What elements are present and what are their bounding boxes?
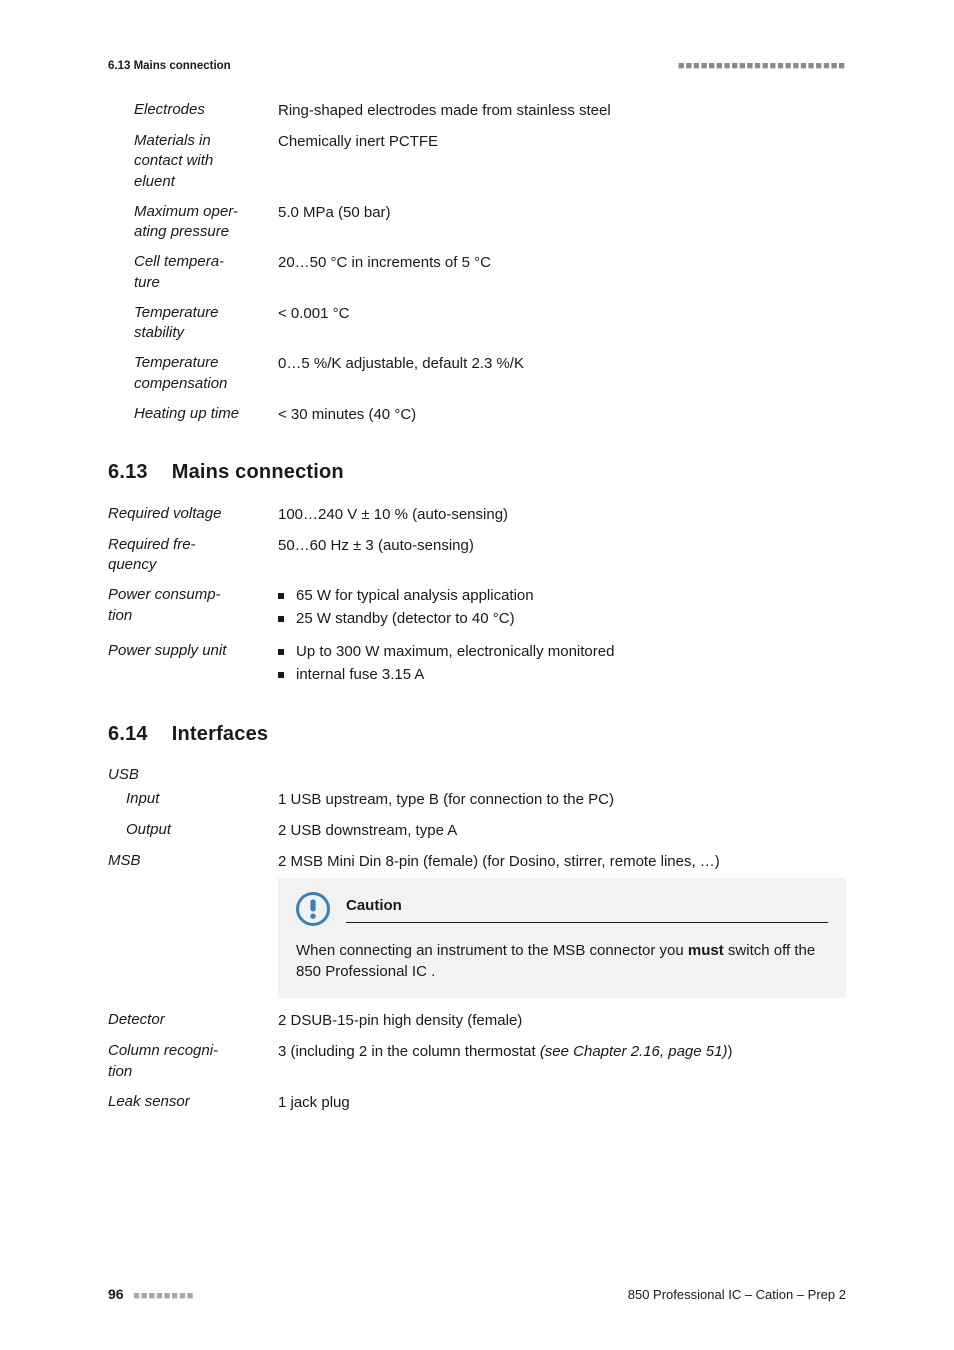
footer-doc-title: 850 Professional IC – Cation – Prep 2 [628,1287,846,1302]
spec-value: 100…240 V ± 10 % (auto-sensing) [278,504,846,525]
spec-label: MSB [108,851,278,871]
warning-icon [296,892,330,926]
section-title: Mains connection [172,461,344,484]
section-title: Interfaces [172,723,269,746]
spec-row: Power supply unitUp to 300 W maximum, el… [108,641,846,687]
bullet-item: 65 W for typical analysis application [278,585,846,606]
spec-value: 2 USB downstream, type A [278,820,846,841]
caution-box: Caution When connecting an instrument to… [278,878,846,998]
spec-label: Output [108,820,278,840]
section-heading-614: 6.14 Interfaces [108,723,846,746]
spec-row: Required voltage100…240 V ± 10 % (auto-s… [108,504,846,525]
section-number: 6.14 [108,723,148,746]
spec-label: Heating up time [134,404,278,424]
spec-label: Power consump-tion [108,585,278,626]
spec-table-continuation: ElectrodesRing-shaped electrodes made fr… [134,100,846,425]
spec-label: Maximum oper-ating pressure [134,202,278,243]
caution-title-wrap: Caution [346,895,828,923]
spec-table-mains: Required voltage100…240 V ± 10 % (auto-s… [108,504,846,688]
caution-title: Caution [346,897,402,914]
header-ticks: ■■■■■■■■■■■■■■■■■■■■■■ [678,60,846,72]
spec-value: < 30 minutes (40 °C) [278,404,846,425]
spec-label: Cell tempera-ture [134,252,278,293]
spec-value: 1 jack plug [278,1092,846,1113]
header-section-text: 6.13 Mains connection [108,60,231,72]
usb-subheading: USB [108,766,846,783]
spec-value: 20…50 °C in increments of 5 °C [278,252,846,273]
bullet-list: 65 W for typical analysis application25 … [278,585,846,629]
spec-label: Power supply unit [108,641,278,661]
bullet-list: Up to 300 W maximum, electronically moni… [278,641,846,685]
section-number: 6.13 [108,461,148,484]
footer-ticks: ■■■■■■■■ [133,1290,194,1302]
spec-label: Materials incontact witheluent [134,131,278,192]
spec-row: ElectrodesRing-shaped electrodes made fr… [134,100,846,121]
spec-row: Temperaturestability< 0.001 °C [134,303,846,344]
spec-row: Required fre-quency50…60 Hz ± 3 (auto-se… [108,535,846,576]
spec-value: 0…5 %/K adjustable, default 2.3 %/K [278,353,846,374]
spec-row: Output2 USB downstream, type A [108,820,846,841]
spec-value: Chemically inert PCTFE [278,131,846,152]
spec-value: 2 DSUB-15-pin high density (female) [278,1010,846,1031]
caution-body-bold: must [688,942,724,959]
caution-body: When connecting an instrument to the MSB… [296,940,828,982]
page-footer: 96 ■■■■■■■■ 850 Professional IC – Cation… [108,1286,846,1302]
spec-row: Heating up time< 30 minutes (40 °C) [134,404,846,425]
spec-value: 65 W for typical analysis application25 … [278,585,846,631]
msb-value-text: 2 MSB Mini Din 8-pin (female) (for Dosin… [278,853,720,870]
spec-value: 50…60 Hz ± 3 (auto-sensing) [278,535,846,556]
spec-label: Temperaturecompensation [134,353,278,394]
spec-value: 3 (including 2 in the column thermostat … [278,1041,846,1062]
spec-row: Materials incontact witheluentChemically… [134,131,846,192]
bullet-item: internal fuse 3.15 A [278,664,846,685]
spec-label: Leak sensor [108,1092,278,1112]
spec-table-interfaces: USB Input1 USB upstream, type B (for con… [108,766,846,1113]
spec-row: Input1 USB upstream, type B (for connect… [108,789,846,810]
spec-label: Input [108,789,278,809]
spec-row: Cell tempera-ture20…50 °C in increments … [134,252,846,293]
spec-value: 2 MSB Mini Din 8-pin (female) (for Dosin… [278,851,846,998]
section-heading-613: 6.13 Mains connection [108,461,846,484]
spec-row: Temperaturecompensation0…5 %/K adjustabl… [134,353,846,394]
spec-row: Maximum oper-ating pressure5.0 MPa (50 b… [134,202,846,243]
spec-value: Up to 300 W maximum, electronically moni… [278,641,846,687]
bullet-item: 25 W standby (detector to 40 °C) [278,608,846,629]
spec-row: MSB 2 MSB Mini Din 8-pin (female) (for D… [108,851,846,998]
bullet-item: Up to 300 W maximum, electronically moni… [278,641,846,662]
spec-row: Power consump-tion65 W for typical analy… [108,585,846,631]
spec-value: 5.0 MPa (50 bar) [278,202,846,223]
spec-value: < 0.001 °C [278,303,846,324]
spec-label: Detector [108,1010,278,1030]
spec-label: Column recogni-tion [108,1041,278,1082]
running-header: 6.13 Mains connection ■■■■■■■■■■■■■■■■■■… [108,60,846,72]
spec-row: Leak sensor1 jack plug [108,1092,846,1113]
caution-head: Caution [296,892,828,926]
spec-row: Column recogni-tion3 (including 2 in the… [108,1041,846,1082]
spec-label: Temperaturestability [134,303,278,344]
spec-label: Required fre-quency [108,535,278,576]
spec-value: Ring-shaped electrodes made from stainle… [278,100,846,121]
page-number: 96 [108,1286,124,1302]
spec-row: Detector2 DSUB-15-pin high density (fema… [108,1010,846,1031]
spec-label: Electrodes [134,100,278,120]
caution-body-pre: When connecting an instrument to the MSB… [296,942,688,959]
footer-left: 96 ■■■■■■■■ [108,1286,194,1302]
spec-value: 1 USB upstream, type B (for connection t… [278,789,846,810]
spec-label: Required voltage [108,504,278,524]
